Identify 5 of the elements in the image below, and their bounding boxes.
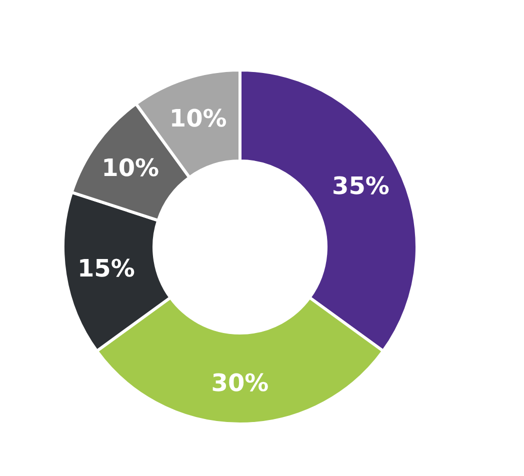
data-label: 10% xyxy=(169,104,227,133)
data-label: 15% xyxy=(77,254,135,283)
data-label: 35% xyxy=(332,172,390,200)
data-label: 30% xyxy=(211,368,269,397)
data-label: 10% xyxy=(102,154,160,182)
